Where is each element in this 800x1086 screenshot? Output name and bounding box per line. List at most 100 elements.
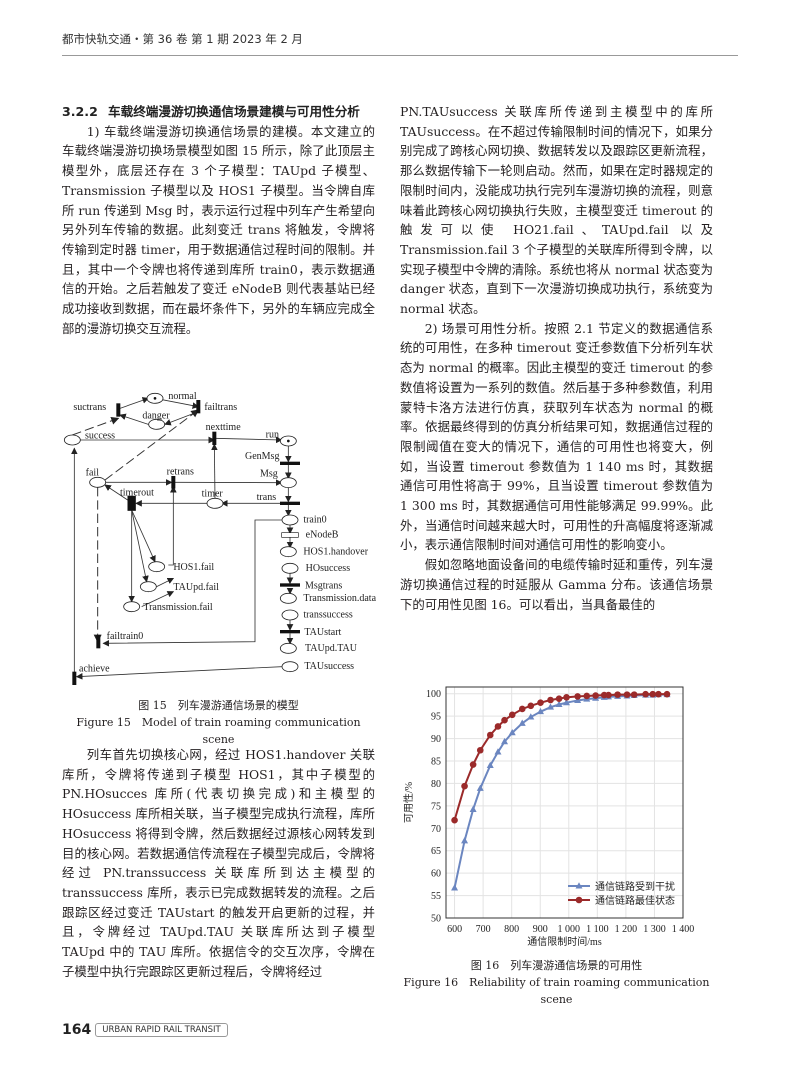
transition [116,403,121,417]
data-point [605,691,612,699]
x-tick-label: 900 [533,924,548,935]
label-taupdtau: TAUpd.TAU [305,643,358,654]
label-train0: train0 [303,514,326,525]
figure-15-caption-en: Figure 15 Model of train roaming communi… [76,716,361,746]
legend-marker [575,896,583,904]
data-point [469,805,477,812]
y-tick-label: 70 [431,824,441,835]
label-danger: danger [142,410,170,421]
token [287,439,290,443]
right-column: PN.TAUsuccess 关联库所传递到主模型中的库所 TAUsuccess。… [400,102,713,614]
place [139,581,157,593]
legend-marker [575,882,583,889]
x-tick-label: 1 200 [615,924,638,935]
data-point [501,716,508,724]
place [279,592,297,604]
arc [141,591,175,608]
label-trans: trans [257,492,277,503]
place [281,562,299,574]
section-heading: 3.2.2 车载终端漫游切换通信场景建模与可用性分析 [62,102,375,122]
arc [104,484,128,501]
y-tick-label: 60 [431,869,441,880]
data-point [583,692,591,700]
label-failtrain0: failtrain0 [107,631,144,642]
data-point [623,691,631,698]
data-point [451,816,458,824]
transition [280,461,300,465]
arc [131,509,149,583]
place [148,418,166,430]
paragraph: 2) 场景可用性分析。按照 2.1 节定义的数据通信系统的可用性，在多种 tim… [400,320,713,553]
data-point [537,699,544,706]
data-point [537,707,545,715]
dashed-arc [72,416,120,436]
section-number: 3.2.2 [62,104,98,119]
label-taupdfail: TAUpd.fail [173,582,219,593]
place [206,497,224,509]
footer: 164 URBAN RAPID RAIL TRANSIT [62,1020,228,1040]
transition [196,400,201,414]
place [281,514,299,526]
label-retrans: retrans [167,466,194,477]
arc [102,519,282,647]
data-point [461,837,469,844]
data-point [649,690,657,698]
figure-16-caption: 图 16 列车漫游通信场景的可用性 Figure 16 Reliability … [400,957,713,1008]
data-point [486,731,494,739]
label-nexttime: nexttime [206,422,242,433]
data-point [555,700,563,707]
x-tick-label: 1 300 [643,924,666,935]
x-tick-label: 1 000 [558,924,581,935]
data-point [614,691,621,698]
left-column-bottom: 列车首先切换核心网，经过 HOS1.handover 关联库所，令牌将传递到子模… [62,745,375,981]
label-hos1handover: HOS1.handover [303,546,368,557]
transition-enodeb [281,532,299,538]
series-line-1 [453,693,668,821]
arc [119,397,150,409]
label-hos1fail: HOS1.fail [173,562,214,573]
place [89,476,107,488]
transition [280,501,300,505]
data-point [469,761,477,768]
label-tausuccess: TAUsuccess [304,661,354,672]
place [123,601,141,613]
y-tick-label: 95 [431,712,441,723]
transition [280,630,300,634]
data-point [518,719,526,726]
token [153,397,157,400]
section-title: 车载终端漫游切换通信场景建模与可用性分析 [108,104,360,119]
paragraph: 1) 车载终端漫游切换通信场景的建模。本文建立的车载终端漫游切换场景模型如图 1… [62,123,375,336]
x-tick-label: 1 100 [586,924,609,935]
place [279,642,297,654]
x-tick-label: 800 [504,924,519,935]
label-timerout: timerout [120,488,154,499]
data-point [494,748,502,755]
data-point [547,696,554,704]
data-point [501,737,509,745]
x-tick-label: 1 400 [672,924,695,935]
arc [211,443,218,499]
paragraph: 列车首先切换核心网，经过 HOS1.handover 关联库所，令牌将传递到子模… [62,747,375,979]
transition [127,495,136,511]
data-point [451,884,459,891]
figure-15-caption-cn: 图 15 列车漫游通信场景的模型 [138,699,299,712]
place [281,609,299,621]
label-msgtrans: Msgtrans [305,580,342,591]
place [63,434,81,446]
legend-label: 通信链路最佳状态 [595,894,675,907]
x-tick-label: 700 [476,924,491,935]
y-tick-label: 85 [431,757,441,768]
transition [212,431,217,445]
label-transmissionfail: Transmission.fail [143,602,213,613]
y-axis-label: 可用性/% [402,782,415,823]
label-hosuccess: HOsuccess [306,563,351,574]
data-point [494,723,502,730]
label-success: success [85,430,115,441]
arc [156,577,175,588]
left-column-top: 3.2.2 车载终端漫游切换通信场景建模与可用性分析 1) 车载终端漫游切换通信… [62,102,375,338]
arc [168,485,177,566]
plot-frame [445,686,684,919]
label-genmsg: GenMsg [245,451,279,462]
label-achieve: achieve [79,664,110,675]
label-normal: normal [168,391,197,402]
